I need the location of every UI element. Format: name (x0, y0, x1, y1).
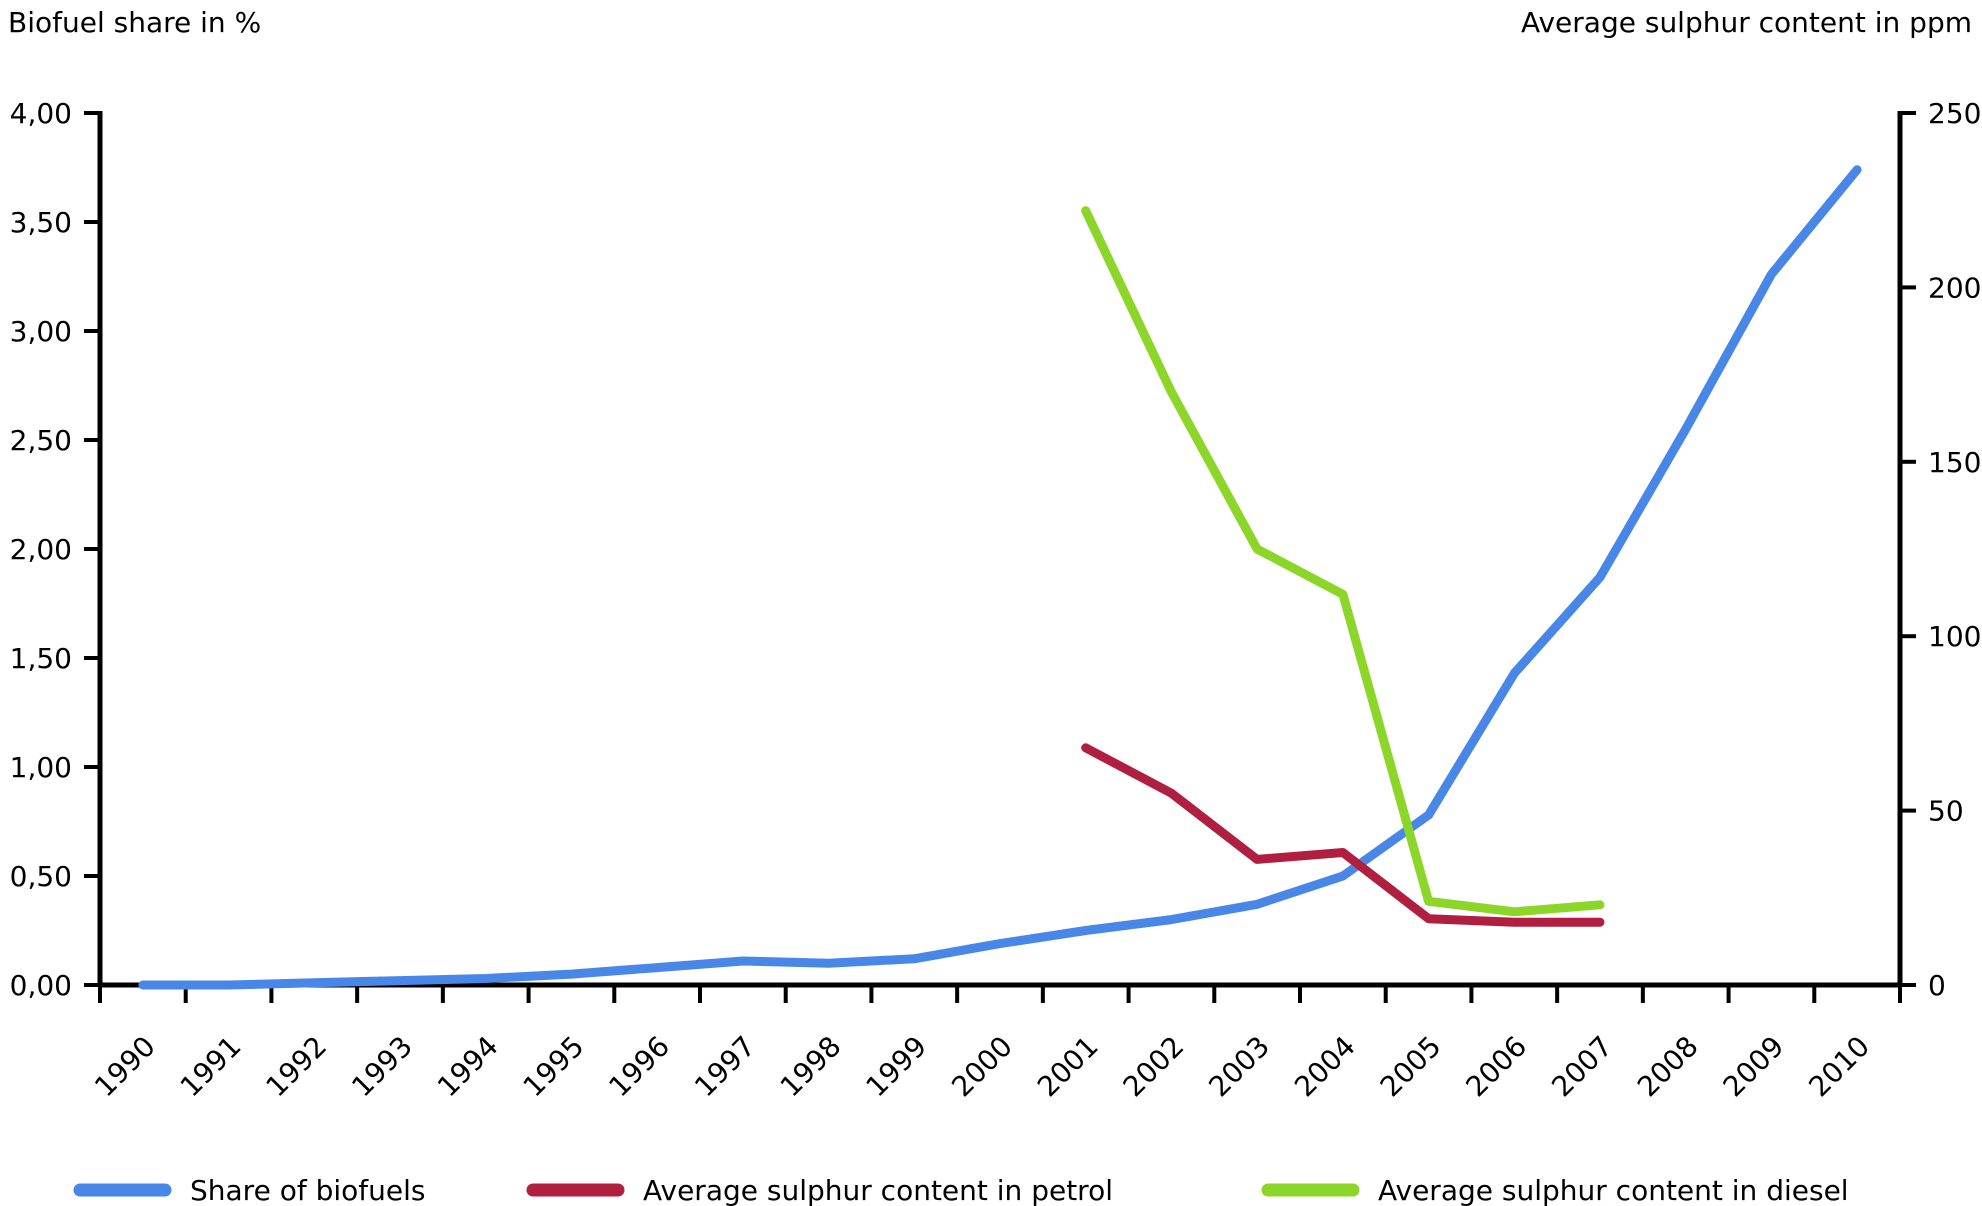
series-layer (138, 165, 1862, 990)
right-axis-tick-label: 0 (1928, 969, 1946, 1002)
year-label: 1995 (517, 1030, 591, 1104)
legend-item-share-of-biofuels: Share of biofuels (73, 1174, 425, 1206)
right-axis-tick-label: 150 (1928, 446, 1981, 479)
series-line-share-of-biofuels (138, 165, 1862, 990)
legend-item-average-sulphur-content-in-petrol: Average sulphur content in petrol (526, 1174, 1113, 1206)
year-label: 1992 (260, 1030, 334, 1104)
left-axis-tick-label: 4,00 (10, 97, 72, 130)
left-axis-tick-label: 2,00 (10, 533, 72, 566)
left-axis-tick-label: 2,50 (10, 424, 72, 457)
series-line-average-sulphur-content-in-diesel (1081, 206, 1605, 917)
year-label: 2007 (1545, 1030, 1619, 1104)
left-axis-tick-label: 0,00 (10, 969, 72, 1002)
legend-item-average-sulphur-content-in-diesel: Average sulphur content in diesel (1261, 1174, 1849, 1206)
year-label: 1998 (774, 1030, 848, 1104)
left-axis-title: Biofuel share in % (8, 6, 261, 39)
legend-label-share-of-biofuels: Share of biofuels (190, 1174, 425, 1206)
legend-label-average-sulphur-content-in-diesel: Average sulphur content in diesel (1378, 1174, 1849, 1206)
left-axis-tick-label: 0,50 (10, 860, 72, 893)
right-axis-tick-label: 200 (1928, 271, 1981, 304)
year-label: 2010 (1802, 1030, 1876, 1104)
year-label: 1993 (345, 1030, 419, 1104)
year-label: 1991 (174, 1030, 248, 1104)
year-label: 2001 (1031, 1030, 1105, 1104)
left-axis-tick-label: 1,50 (10, 642, 72, 675)
year-label: 1990 (88, 1030, 162, 1104)
right-axis-title: Average sulphur content in ppm (1521, 6, 1972, 39)
year-label: 2006 (1460, 1030, 1534, 1104)
left-axis-tick-label: 1,00 (10, 751, 72, 784)
year-label: 2004 (1288, 1030, 1362, 1104)
axes-layer: 0,00 0,50 1,00 1,50 2,00 2,50 3,00 3,50 4,00 0 50 1… (10, 97, 1982, 1103)
year-label: 1997 (688, 1030, 762, 1104)
year-label: 2005 (1374, 1030, 1448, 1104)
year-label: 2003 (1202, 1030, 1276, 1104)
right-axis-tick-label: 100 (1928, 620, 1981, 653)
year-label: 2008 (1631, 1030, 1705, 1104)
year-label: 2000 (945, 1030, 1019, 1104)
legend-layer: Share of biofuels Average sulphur content… (73, 1174, 1849, 1206)
right-axis-tick-label: 250 (1928, 97, 1981, 130)
year-label: 1994 (431, 1030, 505, 1104)
series-line-average-sulphur-content-in-petrol (1081, 743, 1605, 927)
year-label: 1996 (602, 1030, 676, 1104)
left-axis-tick-label: 3,50 (10, 206, 72, 239)
right-axis-tick-label: 50 (1928, 795, 1964, 828)
year-label: 2002 (1117, 1030, 1191, 1104)
left-axis-tick-label: 3,00 (10, 315, 72, 348)
year-label: 1999 (860, 1030, 934, 1104)
legend-label-average-sulphur-content-in-petrol: Average sulphur content in petrol (643, 1174, 1113, 1206)
year-label: 2009 (1717, 1030, 1791, 1104)
